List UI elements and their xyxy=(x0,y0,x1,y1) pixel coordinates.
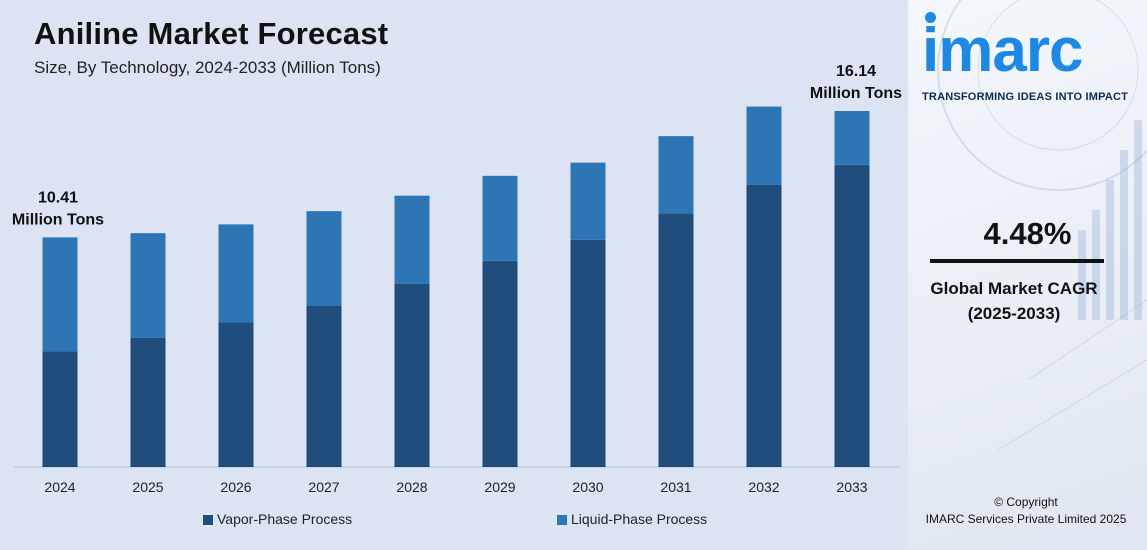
cagr-label: Global Market CAGR (2025-2033) xyxy=(908,276,1120,326)
bars-group xyxy=(42,106,870,467)
legend-label-liquid-phase: Liquid-Phase Process xyxy=(571,511,708,527)
chart-panel: Aniline Market Forecast Size, By Technol… xyxy=(0,0,908,550)
x-tick-labels: 2024 2025 2026 2027 2028 2029 2030 2031 2032 2033 xyxy=(44,479,867,495)
bar-liquid-2029 xyxy=(482,175,518,261)
bar-vapor-2026 xyxy=(218,322,254,467)
bar-vapor-2030 xyxy=(570,239,606,467)
x-tick-2031: 2031 xyxy=(660,479,691,495)
cagr-divider xyxy=(930,259,1104,263)
bar-vapor-2031 xyxy=(658,213,694,467)
cagr-label-line1: Global Market CAGR xyxy=(930,279,1098,298)
x-tick-2029: 2029 xyxy=(484,479,515,495)
bar-liquid-2026 xyxy=(218,224,254,323)
x-tick-2030: 2030 xyxy=(572,479,603,495)
side-panel: imarc TRANSFORMING IDEAS INTO IMPACT 4.4… xyxy=(908,0,1147,550)
logo-dot xyxy=(925,12,936,23)
bar-liquid-2032 xyxy=(746,106,782,185)
bar-liquid-2025 xyxy=(130,233,166,338)
legend-swatch-vapor-phase xyxy=(203,515,213,525)
bar-vapor-2032 xyxy=(746,184,782,467)
bar-liquid-2027 xyxy=(306,211,342,306)
bar-liquid-2033 xyxy=(834,111,870,165)
chart-subtitle: Size, By Technology, 2024-2033 (Million … xyxy=(34,58,381,77)
annotation-2024-line2: Million Tons xyxy=(12,211,104,228)
annotation-2024-line1: 10.41 xyxy=(38,189,78,206)
annotation-2033-line2: Million Tons xyxy=(810,85,902,102)
bar-liquid-2028 xyxy=(394,195,430,284)
cagr-label-line2: (2025-2033) xyxy=(967,304,1061,323)
bar-vapor-2024 xyxy=(42,351,78,467)
chart-title: Aniline Market Forecast xyxy=(34,16,389,51)
x-tick-2028: 2028 xyxy=(396,479,427,495)
annotation-2033-line1: 16.14 xyxy=(836,63,876,80)
background-decoration xyxy=(937,0,1147,451)
x-tick-2033: 2033 xyxy=(836,479,867,495)
bar-vapor-2025 xyxy=(130,337,166,467)
legend-label-vapor-phase: Vapor-Phase Process xyxy=(217,511,353,527)
imarc-logo: imarc xyxy=(922,16,1083,85)
x-tick-2032: 2032 xyxy=(748,479,779,495)
bar-vapor-2028 xyxy=(394,283,430,467)
copyright: © Copyright IMARC Services Private Limit… xyxy=(908,494,1144,528)
bar-chart: 2024 2025 2026 2027 2028 2029 2030 2031 2032 2033… xyxy=(12,63,902,495)
bar-liquid-2031 xyxy=(658,136,694,214)
bar-vapor-2033 xyxy=(834,164,870,467)
annotations: 10.41 Million Tons 16.14 Million Tons xyxy=(12,63,902,228)
bar-liquid-2024 xyxy=(42,237,78,352)
legend-swatch-liquid-phase xyxy=(557,515,567,525)
x-tick-2025: 2025 xyxy=(132,479,163,495)
bar-vapor-2027 xyxy=(306,305,342,467)
x-tick-2024: 2024 xyxy=(44,479,75,495)
x-tick-2027: 2027 xyxy=(308,479,339,495)
logo-tagline: TRANSFORMING IDEAS INTO IMPACT xyxy=(922,91,1129,103)
copyright-line2: IMARC Services Private Limited 2025 xyxy=(925,512,1127,526)
copyright-line1: © Copyright xyxy=(994,495,1058,509)
cagr-value: 4.48% xyxy=(983,216,1072,251)
bar-liquid-2030 xyxy=(570,162,606,240)
bar-vapor-2029 xyxy=(482,260,518,467)
x-tick-2026: 2026 xyxy=(220,479,251,495)
